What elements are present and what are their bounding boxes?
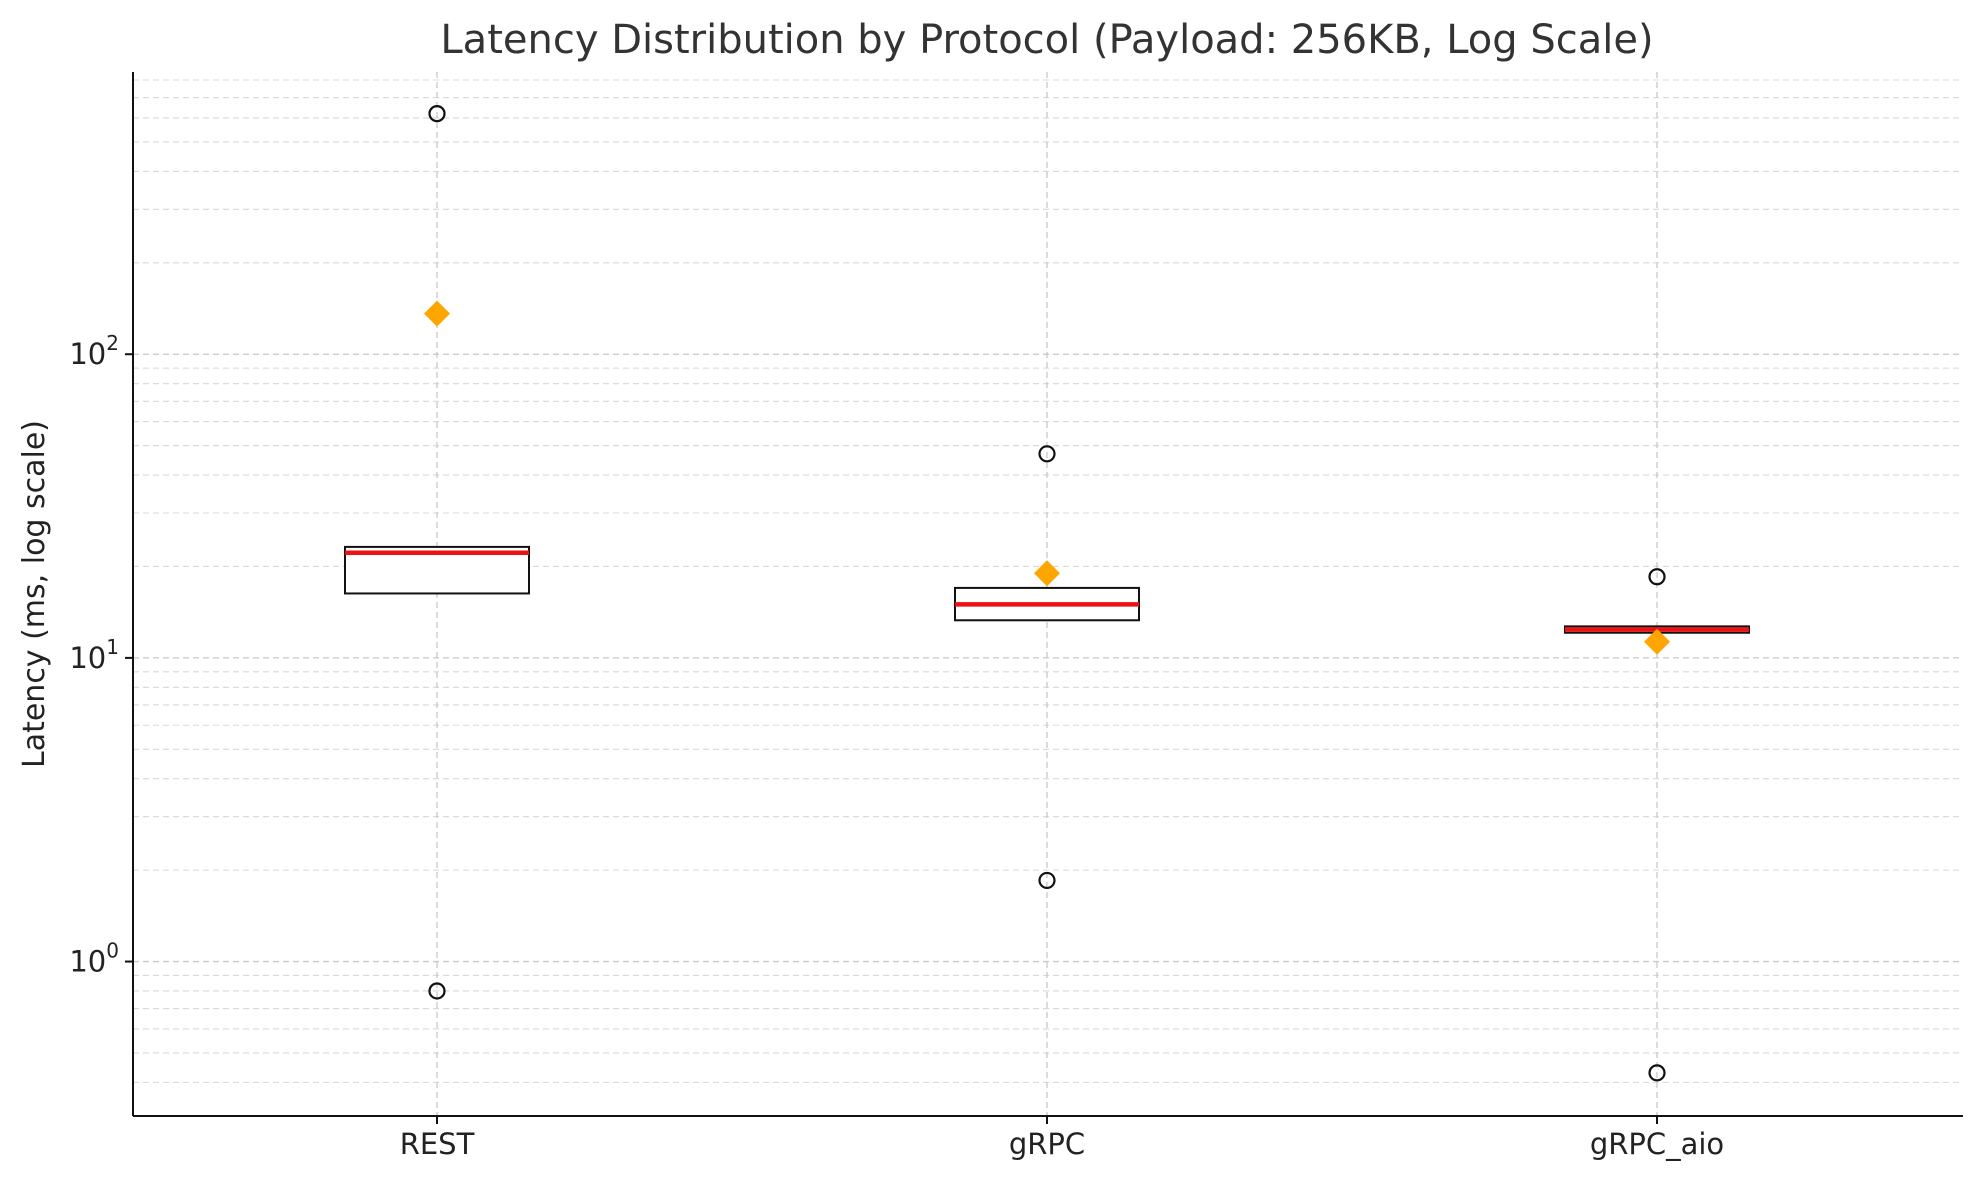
y-axis-label: Latency (ms, log scale) — [17, 420, 52, 768]
mean-marker-REST — [424, 300, 450, 327]
x-tick-label-gRPC: gRPC — [1009, 1127, 1085, 1161]
mean-marker-gRPC_aio — [1644, 628, 1670, 655]
outlier-point-gRPC — [1038, 871, 1056, 890]
tick-layer: 100 101 102 REST gRPC gRPC_aio — [69, 331, 1724, 1161]
outlier-point-gRPC_aio — [1648, 1064, 1666, 1082]
box-layer — [344, 545, 1750, 634]
mean-marker-gRPC — [1034, 560, 1060, 587]
chart-title: Latency Distribution by Protocol (Payloa… — [440, 17, 1653, 63]
outlier-point-REST — [428, 982, 446, 1000]
y-tick-label: 100 — [69, 939, 119, 979]
marker-layer — [424, 105, 1670, 1082]
y-tick-label: 102 — [69, 331, 119, 371]
grid-layer — [133, 72, 1963, 1116]
outlier-point-REST — [428, 105, 446, 123]
x-tick-label-gRPC_aio: gRPC_aio — [1590, 1127, 1724, 1161]
outlier-point-gRPC — [1038, 445, 1056, 463]
outlier-point-gRPC_aio — [1648, 568, 1666, 586]
y-tick-label: 101 — [69, 635, 119, 675]
x-tick-label-REST: REST — [400, 1127, 475, 1161]
